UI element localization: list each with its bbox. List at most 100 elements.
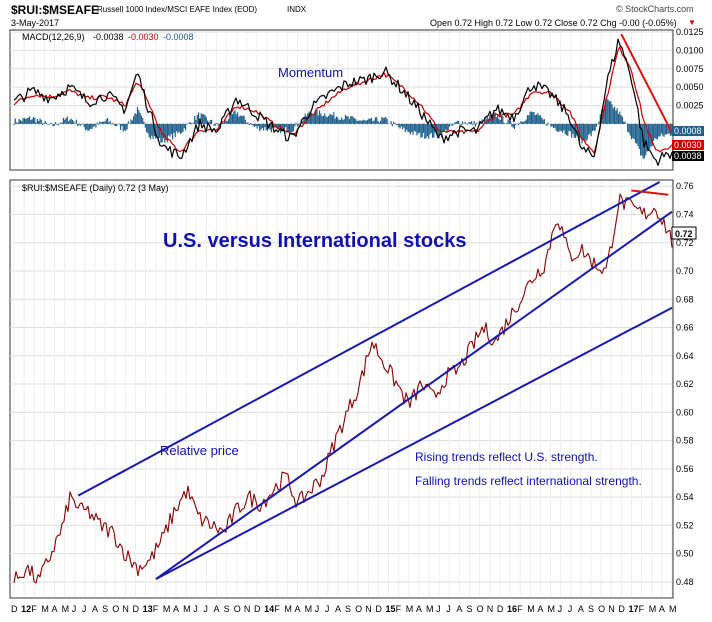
x-tick-label: N: [244, 604, 251, 614]
x-tick-label: N: [608, 604, 615, 614]
svg-text:0.0038: 0.0038: [674, 151, 702, 161]
x-tick-label: J: [315, 604, 320, 614]
macd-line: [13, 38, 673, 166]
x-tick-label: S: [588, 604, 594, 614]
svg-text:0.72: 0.72: [675, 229, 693, 239]
x-tick-label: A: [537, 604, 543, 614]
price-y-tick-label: 0.70: [676, 266, 694, 276]
stockcharts-logo: © StockCharts.com: [616, 4, 694, 14]
header-ohlc: Open 0.72 High 0.72 Low 0.72 Close 0.72 …: [430, 18, 677, 28]
x-tick-label: S: [224, 604, 230, 614]
x-tick-label: J: [193, 604, 198, 614]
x-tick-label: J: [325, 604, 330, 614]
price-y-tick-label: 0.48: [676, 577, 694, 587]
x-tick-label: A: [51, 604, 57, 614]
macd-box-signal: 0.0030: [672, 140, 704, 150]
x-tick-label: 17: [629, 604, 639, 614]
x-tick-label: J: [436, 604, 441, 614]
x-tick-label: A: [213, 604, 219, 614]
price-y-axis: 0.48 0.50 0.52 0.54 0.56 0.58 0.60 0.62 0.64 0.66…: [676, 181, 694, 587]
x-tick-label: 15: [386, 604, 396, 614]
x-tick-label: N: [487, 604, 494, 614]
macd-histogram: [13, 98, 673, 159]
macd-y-tick-label: 0.0050: [676, 82, 704, 92]
x-tick-label: M: [305, 604, 313, 614]
x-tick-label: J: [203, 604, 208, 614]
price-y-tick-label: 0.50: [676, 549, 694, 559]
macd-legend-label: MACD(12,26,9): [22, 32, 85, 42]
macd-y-tick-label: 0.0100: [676, 45, 704, 55]
price-gridlines: [10, 182, 673, 596]
trendline-lower-support: [155, 210, 673, 580]
falling-trend-note: Falling trends reflect international str…: [415, 474, 642, 488]
svg-text:0.0030: 0.0030: [674, 140, 702, 150]
price-y-tick-label: 0.74: [676, 209, 694, 219]
macd-box-macd: 0.0038: [672, 151, 704, 161]
header-description: Russell 1000 Index/MSCI EAFE Index (EOD): [97, 5, 258, 14]
x-tick-label: A: [173, 604, 179, 614]
header-date: 3-May-2017: [11, 18, 60, 28]
x-tick-label: D: [497, 604, 504, 614]
x-tick-label: 12: [21, 604, 31, 614]
x-tick-label: M: [426, 604, 434, 614]
x-tick-label: M: [163, 604, 171, 614]
price-y-tick-label: 0.76: [676, 181, 694, 191]
x-tick-label: S: [467, 604, 473, 614]
x-tick-label: A: [92, 604, 98, 614]
header-exchange: INDX: [287, 5, 307, 14]
x-tick-label: O: [598, 604, 605, 614]
trendlines: [77, 181, 673, 580]
price-y-tick-label: 0.60: [676, 407, 694, 417]
x-tick-label: F: [31, 604, 37, 614]
x-tick-label: D: [11, 604, 18, 614]
x-tick-label: D: [254, 604, 261, 614]
price-y-tick-label: 0.68: [676, 294, 694, 304]
x-tick-label: N: [365, 604, 372, 614]
x-tick-label: F: [639, 604, 645, 614]
macd-legend-macd: -0.0038: [93, 32, 124, 42]
x-tick-label: J: [446, 604, 451, 614]
macd-plot: [13, 33, 673, 166]
x-tick-label: 14: [264, 604, 274, 614]
x-tick-label: M: [527, 604, 535, 614]
x-tick-label: A: [659, 604, 665, 614]
x-tick-label: F: [274, 604, 280, 614]
x-tick-label: S: [102, 604, 108, 614]
x-axis: D 12 F M A M J J A S O N D 13 F M A M J J A S O N D 14 F M A M J J A S O N D…: [11, 604, 677, 614]
x-tick-label: F: [396, 604, 402, 614]
x-tick-label: M: [62, 604, 70, 614]
macd-y-tick-label: 0.0125: [676, 27, 704, 37]
x-tick-label: M: [183, 604, 191, 614]
x-tick-label: S: [345, 604, 351, 614]
x-tick-label: N: [122, 604, 129, 614]
x-tick-label: 16: [507, 604, 517, 614]
macd-box-hist: 0.0008: [672, 126, 704, 136]
x-tick-label: A: [416, 604, 422, 614]
x-tick-label: F: [153, 604, 159, 614]
x-tick-label: J: [568, 604, 573, 614]
x-tick-label: M: [284, 604, 292, 614]
x-tick-label: O: [112, 604, 119, 614]
x-tick-label: 13: [143, 604, 153, 614]
x-tick-label: O: [234, 604, 241, 614]
macd-y-tick-label: 0.0075: [676, 64, 704, 74]
x-tick-label: J: [72, 604, 77, 614]
chart-annotation-title: U.S. versus International stocks: [163, 230, 466, 252]
macd-y-axis: 0.0125 0.0100 0.0075 0.0050 0.0025: [676, 27, 704, 111]
x-tick-label: D: [618, 604, 625, 614]
trendline-upper-channel: [77, 181, 661, 497]
price-y-tick-label: 0.64: [676, 351, 694, 361]
x-tick-label: M: [548, 604, 556, 614]
macd-panel-frame: [9, 29, 674, 171]
relative-price-annotation: Relative price: [160, 443, 239, 458]
x-tick-label: F: [517, 604, 523, 614]
x-tick-label: A: [456, 604, 462, 614]
macd-legend-hist: -0.0008: [163, 32, 194, 42]
price-y-tick-label: 0.52: [676, 520, 694, 530]
x-tick-label: J: [558, 604, 563, 614]
header-symbol: $RUI:$MSEAFE: [11, 3, 100, 17]
x-tick-label: A: [335, 604, 341, 614]
x-tick-label: M: [669, 604, 677, 614]
macd-legend-signal: -0.0030: [128, 32, 159, 42]
